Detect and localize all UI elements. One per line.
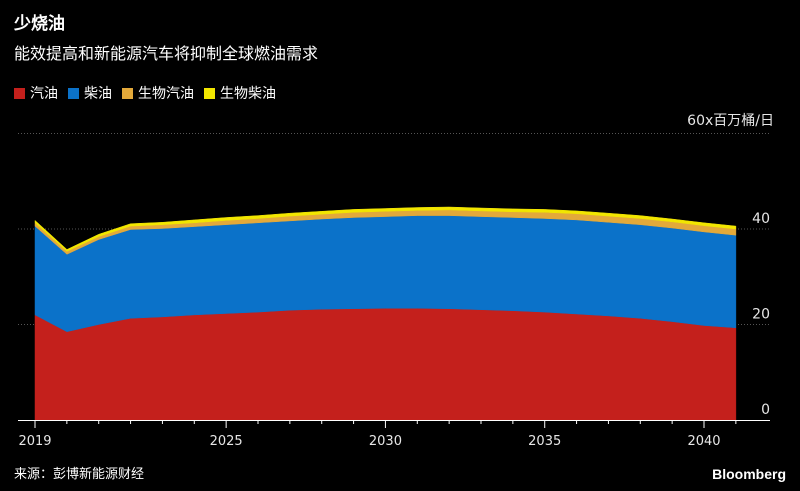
legend-swatch-biogasoline xyxy=(122,87,133,99)
chart-title: 少烧油 xyxy=(14,14,65,34)
legend-item-diesel: 柴油 xyxy=(68,83,112,103)
chart-subtitle: 能效提高和新能源汽车将抑制全球燃油需求 xyxy=(14,44,319,63)
legend-swatch-diesel xyxy=(68,87,79,99)
y-tick-label-40: 40 xyxy=(752,211,770,227)
legend-item-gasoline: 汽油 xyxy=(14,83,58,103)
bloomberg-logo: Bloomberg xyxy=(712,466,786,482)
legend-item-biodiesel: 生物柴油 xyxy=(204,83,276,103)
y-tick-label-20: 20 xyxy=(752,307,770,323)
legend-label-gasoline: 汽油 xyxy=(30,86,58,102)
area-series-3 xyxy=(34,206,737,252)
legend-label-biodiesel: 生物柴油 xyxy=(220,86,276,102)
area-series-0 xyxy=(34,308,737,421)
source-note: 来源：彭博新能源财经 xyxy=(14,467,145,482)
y-tick-label-0: 0 xyxy=(761,402,770,418)
legend-item-biogasoline: 生物汽油 xyxy=(122,83,194,103)
area-series-group xyxy=(34,206,737,421)
x-tick-label-2019: 2019 xyxy=(18,434,51,449)
x-tick-label-2030: 2030 xyxy=(369,434,402,449)
legend-label-biogasoline: 生物汽油 xyxy=(138,86,194,102)
x-axis: 2019 2025 2030 2035 2040 xyxy=(18,420,770,449)
x-tick-label-2040: 2040 xyxy=(687,434,720,449)
x-tick-label-2025: 2025 xyxy=(210,434,243,449)
legend-label-diesel: 柴油 xyxy=(84,86,112,102)
y-axis-unit-label: 60x百万桶/日 xyxy=(687,113,774,129)
legend-swatch-gasoline xyxy=(14,87,25,99)
y-tick-labels: 0 20 40 xyxy=(752,211,770,418)
x-tick-label-2035: 2035 xyxy=(528,434,561,449)
legend-swatch-biodiesel xyxy=(204,87,215,99)
legend: 汽油 柴油 生物汽油 生物柴油 xyxy=(14,83,286,103)
